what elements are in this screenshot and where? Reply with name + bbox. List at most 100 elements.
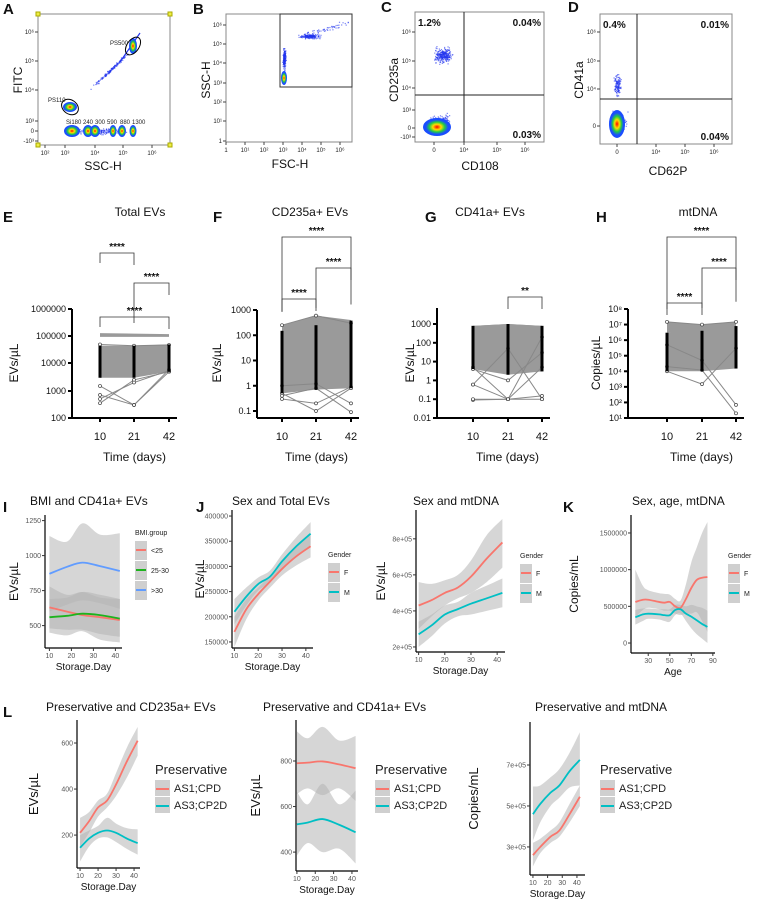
event-dot — [314, 37, 316, 39]
y-tick-label: 10⁴ — [25, 87, 35, 94]
event-dot — [445, 115, 448, 117]
y-tick-label: 10³ — [609, 382, 622, 392]
event-dot — [108, 129, 110, 131]
data-point — [280, 323, 284, 328]
bead-gate — [118, 125, 126, 137]
y-axis-label: CD235a — [387, 58, 401, 102]
event-dot — [436, 48, 438, 50]
event-dot — [620, 79, 622, 81]
x-tick-label: 10² — [41, 151, 50, 157]
point-column — [314, 325, 318, 390]
confidence-band — [418, 519, 503, 629]
event-dot — [345, 24, 347, 26]
event-dot — [616, 94, 618, 97]
smooth-line-F — [418, 541, 504, 607]
event-dot — [446, 112, 448, 115]
x-tick-label: 42 — [536, 431, 548, 443]
y-tick-label: 8e+05 — [392, 536, 412, 543]
smooth-line-25 — [49, 606, 120, 621]
gate-label: 240 — [83, 120, 94, 126]
event-dot — [310, 34, 312, 36]
x-tick-label: 10⁵ — [316, 147, 326, 154]
y-tick-label: 350000 — [205, 539, 228, 546]
event-dot — [329, 26, 331, 29]
event-dot — [306, 35, 308, 37]
event-dot — [447, 52, 449, 55]
event-dot — [443, 60, 445, 62]
event-dot — [105, 129, 107, 131]
event-dot — [620, 80, 622, 83]
event-dot — [98, 82, 100, 85]
panel-letter: C — [381, 0, 392, 16]
x-tick-label: 30 — [644, 658, 652, 665]
event-dot — [618, 76, 620, 78]
x-tick-label: 90 — [709, 658, 717, 665]
event-dot — [317, 32, 319, 34]
event-dot — [616, 95, 618, 98]
event-dot — [120, 57, 123, 59]
event-dot — [445, 60, 447, 62]
event-dot — [125, 131, 128, 133]
event-dot — [442, 58, 444, 60]
event-dot — [105, 73, 107, 75]
x-tick-label: 20 — [311, 876, 319, 883]
event-dot — [104, 129, 106, 132]
event-dot — [618, 84, 620, 86]
event-dot — [109, 70, 111, 73]
event-dot — [284, 69, 286, 71]
event-dot — [285, 59, 287, 62]
event-dot — [105, 74, 107, 76]
bead-gate — [90, 125, 100, 137]
event-dot — [308, 36, 310, 38]
event-dot — [443, 57, 445, 59]
smooth-line-M — [233, 532, 312, 613]
event-dot — [283, 56, 285, 58]
smooth-line-AS3CP2D — [532, 759, 581, 815]
significance-label: **** — [309, 226, 325, 237]
y-tick-label: 10⁵ — [608, 351, 622, 361]
event-dot — [298, 36, 300, 39]
event-dot — [303, 34, 305, 36]
event-dot — [342, 22, 344, 24]
legend-title: Preservative — [375, 762, 447, 777]
event-dot — [447, 57, 449, 59]
event-dot — [284, 63, 287, 65]
event-dot — [284, 54, 286, 56]
event-dot — [433, 115, 436, 117]
event-dot — [332, 25, 335, 28]
event-dot — [104, 75, 106, 78]
significance-label: **** — [677, 292, 693, 303]
event-dot — [332, 29, 334, 31]
event-dot — [317, 33, 319, 36]
legend-title: Gender — [520, 553, 544, 560]
x-tick-label: 21 — [696, 431, 708, 443]
data-point — [665, 319, 669, 324]
chart-title: Preservative and mtDNA — [535, 700, 667, 714]
event-dot — [313, 29, 315, 32]
chart-title: Sex and Total EVs — [232, 494, 330, 508]
significance-bracket — [133, 282, 170, 323]
y-tick-label: 10000 — [41, 358, 66, 368]
significance-label: **** — [694, 226, 710, 237]
event-dot — [285, 55, 287, 57]
event-dot — [439, 117, 441, 119]
event-dot — [435, 62, 437, 64]
event-dot — [118, 62, 120, 64]
event-dot — [310, 37, 312, 39]
data-point — [280, 393, 284, 398]
frame-handle — [167, 11, 173, 17]
data-point — [540, 397, 544, 402]
gate-label: PS110 — [48, 98, 66, 104]
event-dot — [307, 31, 309, 33]
event-dot — [440, 58, 443, 61]
event-dot — [347, 21, 349, 23]
event-dot — [448, 52, 451, 54]
legend-entry: AS3;CP2D — [174, 800, 227, 812]
event-dot — [103, 76, 105, 78]
event-dot — [338, 26, 340, 29]
event-dot — [315, 38, 317, 40]
event-dot — [102, 128, 105, 130]
event-dot — [434, 52, 436, 54]
point-column — [98, 345, 102, 378]
x-tick-label: 10 — [661, 431, 673, 443]
